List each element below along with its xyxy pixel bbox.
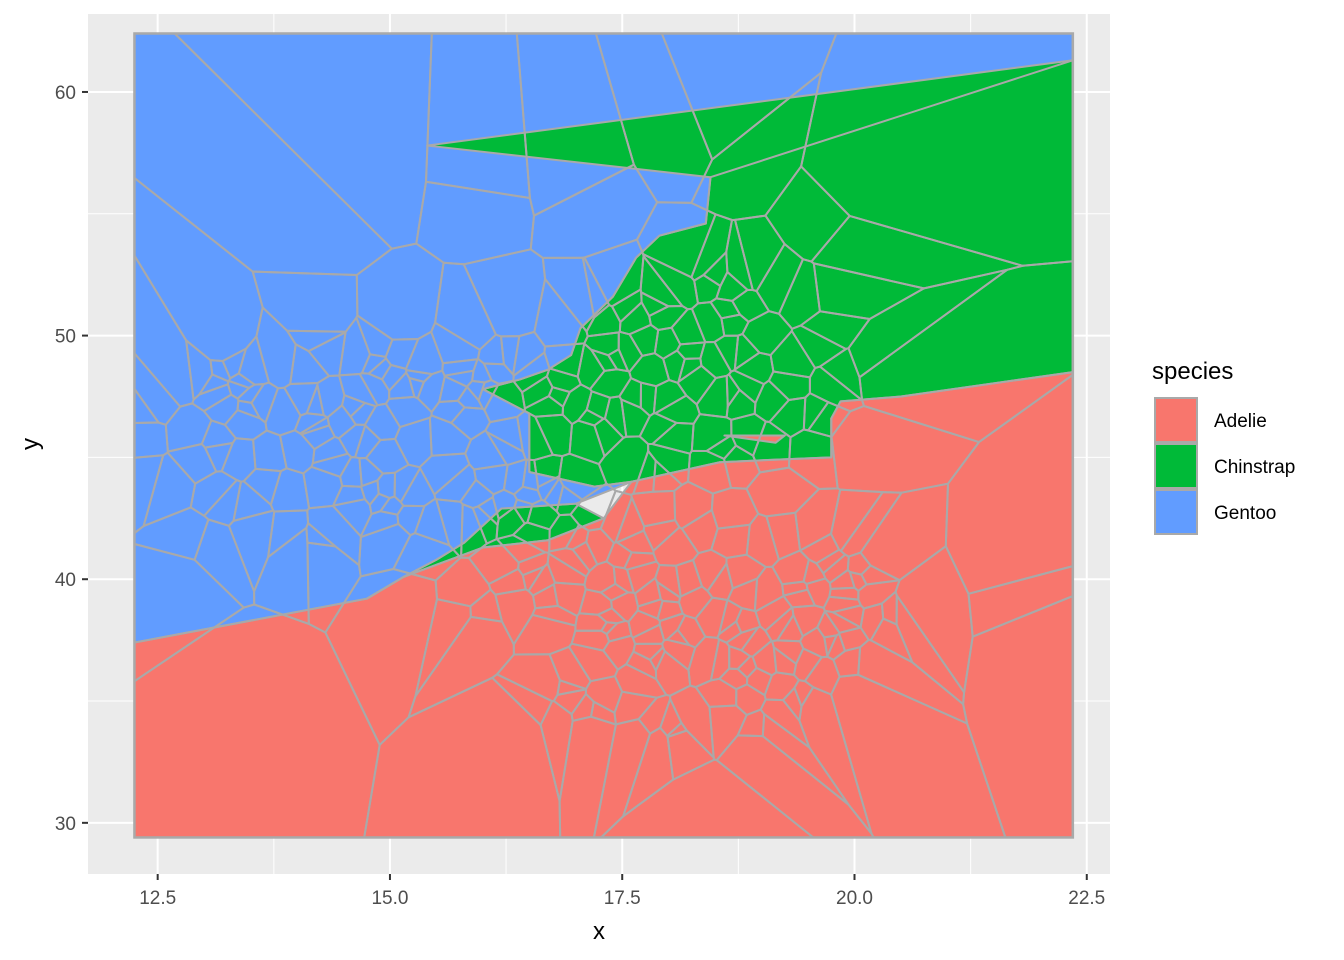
bounding-box [133, 32, 1075, 839]
voronoi-cell [324, 568, 438, 746]
legend-key-chinstrap [1154, 443, 1198, 489]
voronoi-cell [368, 492, 391, 515]
voronoi-cell [590, 700, 617, 726]
voronoi-cell [133, 352, 182, 426]
voronoi-cell [831, 604, 865, 629]
voronoi-cell [305, 384, 325, 417]
voronoi-cell [639, 381, 658, 417]
x-tick-label: 12.5 [139, 888, 176, 909]
x-tick-label: 22.5 [1068, 888, 1105, 909]
voronoi-cell [338, 316, 371, 377]
voronoi-cell [300, 424, 336, 451]
voronoi-cell [652, 459, 683, 493]
voronoi-cell [661, 638, 697, 671]
voronoi-bounding-box [133, 32, 1075, 839]
voronoi-cell [662, 349, 686, 384]
voronoi-cell [209, 359, 232, 383]
voronoi-cell [652, 526, 700, 567]
voronoi-cell [469, 588, 503, 623]
voronoi-cell [733, 351, 775, 386]
voronoi-cell [491, 488, 518, 520]
y-tick-label: 30 [55, 814, 76, 835]
voronoi-cell [264, 386, 302, 437]
legend-key-gentoo [1154, 489, 1198, 535]
voronoi-cell [718, 598, 743, 636]
voronoi-cell [543, 477, 565, 513]
voronoi-cell [637, 693, 672, 735]
voronoi-cell [236, 399, 261, 420]
voronoi-cell [363, 402, 402, 441]
legend-title: species [1152, 358, 1233, 385]
voronoi-cell [611, 288, 643, 323]
x-tick-label: 17.5 [604, 888, 641, 909]
legend-key-adelie [1154, 397, 1198, 443]
voronoi-cell [574, 612, 608, 632]
legend: species Adelie Chinstrap Gentoo [1152, 358, 1295, 535]
x-axis-ticks: 12.5 15.0 17.5 20.0 22.5 [139, 874, 1105, 909]
voronoi-cell [830, 405, 980, 494]
voronoi-cell [823, 634, 838, 658]
voronoi-cell [548, 645, 592, 690]
y-axis-title: y [17, 438, 44, 450]
voronoi-cell [599, 582, 630, 602]
voronoi-cell [516, 409, 554, 462]
voronoi-cell [656, 599, 684, 623]
voronoi-cell [860, 564, 901, 586]
voronoi-cell [741, 310, 794, 357]
voronoi-cell [718, 667, 749, 691]
region-outline [723, 434, 786, 444]
species-regions [133, 32, 1074, 838]
y-axis-ticks: 30 40 50 60 [55, 83, 88, 835]
y-tick-label: 50 [55, 327, 76, 348]
legend-label-adelie: Adelie [1214, 411, 1267, 432]
voronoi-cell [552, 581, 587, 617]
voronoi-cell [405, 330, 444, 376]
voronoi-cell [543, 342, 586, 378]
voronoi-cell [798, 686, 873, 835]
x-axis-title: x [593, 918, 605, 945]
voronoi-cell [289, 343, 330, 385]
voronoi-cell [193, 518, 256, 609]
voronoi-cell [438, 375, 468, 403]
legend-entries: Adelie Chinstrap Gentoo [1154, 397, 1295, 535]
voronoi-cell [687, 449, 732, 495]
voronoi-cell [651, 421, 695, 455]
legend-label-gentoo: Gentoo [1214, 503, 1276, 524]
voronoi-cell [363, 676, 562, 839]
voronoi-cell [462, 248, 547, 338]
voronoi-cell [237, 335, 270, 386]
voronoi-cell [847, 268, 1009, 379]
region-outline [133, 371, 1074, 839]
voronoi-cell [164, 402, 213, 453]
legend-label-chinstrap: Chinstrap [1214, 457, 1295, 478]
voronoi-cell [802, 392, 830, 432]
voronoi-cell-borders [133, 32, 1074, 839]
voronoi-cell [607, 348, 630, 373]
y-tick-label: 40 [55, 570, 76, 591]
voronoi-cell [869, 617, 914, 664]
x-tick-label: 20.0 [836, 888, 873, 909]
voronoi-cell [781, 580, 809, 597]
y-tick-label: 60 [55, 83, 76, 104]
x-tick-label: 15.0 [371, 888, 408, 909]
voronoi-cell [625, 650, 658, 680]
voronoi-cell [715, 734, 875, 839]
voronoi-cell [547, 547, 591, 578]
voronoi-cell [428, 414, 472, 457]
voronoi-cell [690, 301, 726, 344]
voronoi-cell [517, 551, 550, 577]
voronoi-cell [302, 465, 344, 510]
voronoi-cell [730, 412, 767, 457]
voronoi-cell [702, 251, 729, 287]
voronoi-cell [659, 697, 683, 737]
voronoi-cell [561, 383, 593, 426]
voronoi-cell [745, 466, 820, 518]
voronoi-cell [754, 595, 794, 632]
voronoi-cell [593, 417, 625, 458]
